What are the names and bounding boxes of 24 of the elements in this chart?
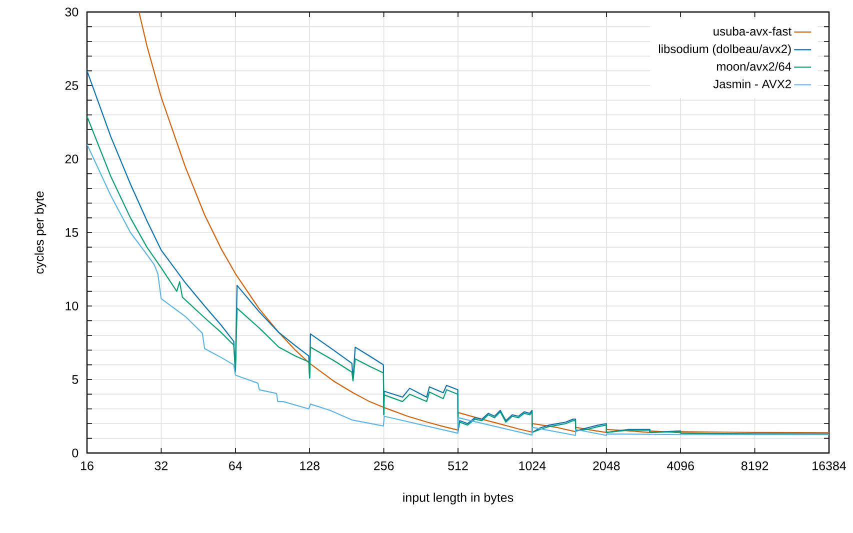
x-tick-label: 64 (229, 461, 242, 470)
x-axis-title: input length in bytes (403, 492, 514, 504)
x-tick-label: 2048 (593, 461, 620, 470)
x-tick-label: 256 (374, 461, 394, 470)
legend-label: Jasmin - AVX2 (713, 79, 791, 88)
x-tick-label: 512 (448, 461, 468, 470)
x-tick-label: 8192 (741, 461, 768, 470)
legend-label: libsodium (dolbeau/avx2) (658, 44, 791, 56)
x-tick-label: 128 (300, 461, 320, 470)
legend-label: usuba-avx-fast (714, 26, 792, 36)
y-tick-label: 10 (66, 302, 78, 310)
y-axis-title: cycles per byte (34, 191, 46, 274)
y-tick-label: 20 (65, 154, 78, 164)
x-tick-label: 1024 (519, 461, 546, 470)
y-tick-label: 0 (72, 448, 78, 458)
legend-label: moon/avx2/64 (717, 62, 792, 71)
x-tick-label: 32 (154, 461, 168, 470)
x-tick-label: 16 (81, 461, 94, 470)
x-tick-label: 16384 (812, 461, 846, 470)
y-tick-label: 15 (66, 228, 78, 237)
y-tick-label: 5 (72, 375, 78, 384)
y-tick-label: 25 (65, 81, 78, 90)
x-tick-label: 4096 (666, 461, 694, 470)
y-tick-label: 30 (65, 8, 78, 16)
